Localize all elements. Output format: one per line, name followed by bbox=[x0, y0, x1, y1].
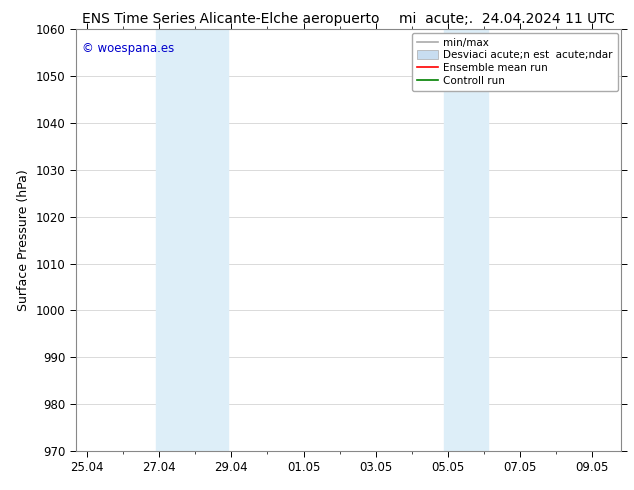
Text: mi  acute;.  24.04.2024 11 UTC: mi acute;. 24.04.2024 11 UTC bbox=[399, 12, 615, 26]
Title: ENS Time Series Alicante-Elche aeropuerto      mi  acute;.  24.04.2024 11 UTC: ENS Time Series Alicante-Elche aeropuert… bbox=[0, 489, 1, 490]
Text: ENS Time Series Alicante-Elche aeropuerto: ENS Time Series Alicante-Elche aeropuert… bbox=[82, 12, 380, 26]
Y-axis label: Surface Pressure (hPa): Surface Pressure (hPa) bbox=[17, 169, 30, 311]
Bar bbox=[444, 29, 488, 451]
Text: © woespana.es: © woespana.es bbox=[82, 42, 174, 55]
Bar bbox=[155, 29, 228, 451]
Legend: min/max, Desviaci acute;n est  acute;ndar, Ensemble mean run, Controll run: min/max, Desviaci acute;n est acute;ndar… bbox=[412, 32, 618, 91]
